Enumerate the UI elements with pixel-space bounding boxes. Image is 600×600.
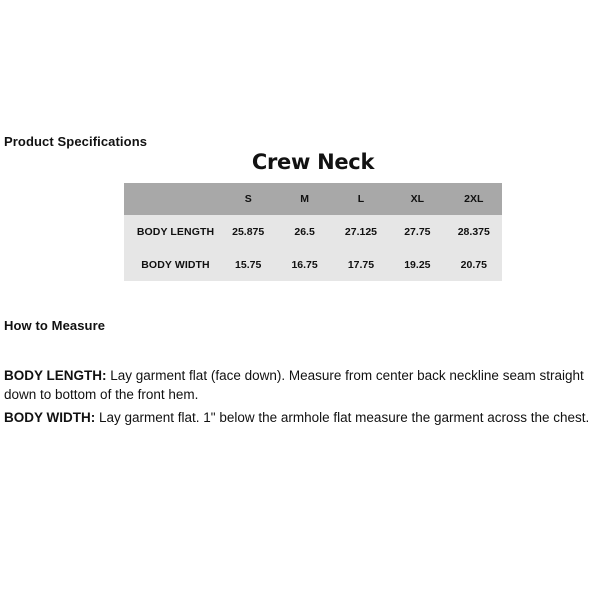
product-specifications-heading: Product Specifications [4, 134, 148, 149]
table-header-row: S M L XL 2XL [124, 183, 502, 215]
cell-body-length-xl: 27.75 [389, 215, 446, 248]
cell-body-width-s: 15.75 [220, 248, 277, 281]
cell-body-width-2xl: 20.75 [445, 248, 502, 281]
cell-body-width-m: 16.75 [276, 248, 333, 281]
cell-body-width-xl: 19.25 [389, 248, 446, 281]
measure-instruction-body-length: BODY LENGTH: Lay garment flat (face down… [4, 352, 596, 417]
measure-text-body-length: Lay garment flat (face down). Measure fr… [4, 367, 584, 402]
size-chart-table: S M L XL 2XL BODY LENGTH 25.875 26.5 27.… [124, 183, 502, 281]
measure-instruction-body-width: BODY WIDTH: Lay garment flat. 1" below t… [4, 394, 596, 440]
cell-body-length-s: 25.875 [220, 215, 277, 248]
chart-title: Crew Neck [251, 150, 375, 174]
table-header-cell-size-m: M [276, 183, 333, 215]
cell-body-length-l: 27.125 [332, 215, 390, 248]
table-body: BODY LENGTH 25.875 26.5 27.125 27.75 28.… [124, 215, 502, 281]
size-chart-table-container: S M L XL 2XL BODY LENGTH 25.875 26.5 27.… [124, 183, 502, 281]
measure-paragraph-body-length: BODY LENGTH: Lay garment flat (face down… [4, 366, 596, 404]
table-header-cell-blank [124, 183, 220, 215]
measure-lead-body-length: BODY LENGTH: [4, 367, 107, 383]
cell-body-length-m: 26.5 [276, 215, 333, 248]
measure-lead-body-width: BODY WIDTH: [4, 409, 96, 425]
table-header-cell-size-2xl: 2XL [445, 183, 502, 215]
cell-body-width-l: 17.75 [332, 248, 390, 281]
row-label-body-width: BODY WIDTH [124, 248, 220, 281]
cell-body-length-2xl: 28.375 [445, 215, 502, 248]
measure-text-body-width: Lay garment flat. 1" below the armhole f… [95, 409, 590, 425]
table-row-body-width: BODY WIDTH 15.75 16.75 17.75 19.25 20.75 [124, 248, 502, 281]
row-label-body-length: BODY LENGTH [124, 215, 220, 248]
table-row-body-length: BODY LENGTH 25.875 26.5 27.125 27.75 28.… [124, 215, 502, 248]
table-header: S M L XL 2XL [124, 183, 502, 215]
table-header-cell-size-l: L [332, 183, 390, 215]
measure-paragraph-body-width: BODY WIDTH: Lay garment flat. 1" below t… [4, 408, 596, 427]
table-header-cell-size-s: S [220, 183, 277, 215]
table-header-cell-size-xl: XL [389, 183, 446, 215]
how-to-measure-heading: How to Measure [4, 318, 106, 333]
